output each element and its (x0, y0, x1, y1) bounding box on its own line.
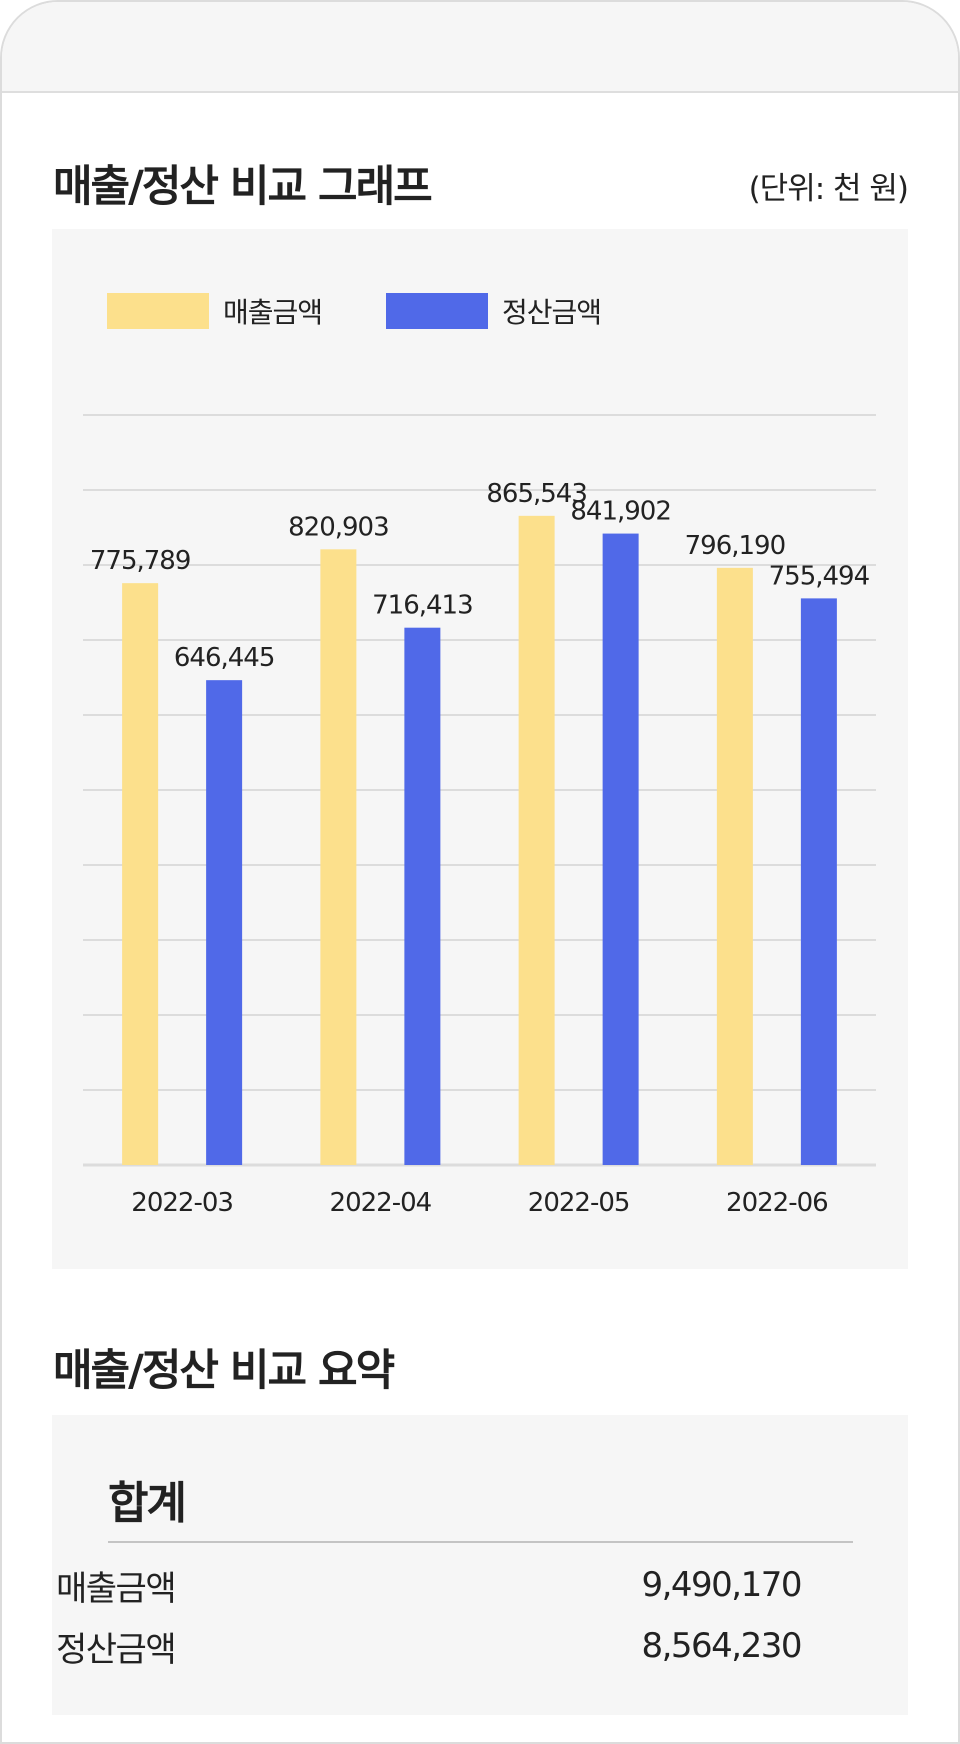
legend-label-settlement: 정산금액 (502, 296, 602, 329)
data-label-settlement: 841,902 (570, 497, 671, 527)
x-tick-label: 2022-06 (726, 1188, 828, 1218)
bar-settlement-2022-03 (206, 680, 243, 1165)
bar-chart: 775,789 646,445 2022-03 820,903 716,413 2022-… (83, 414, 876, 1218)
unit-label: (단위: 천 원) (748, 171, 909, 207)
legend-item-settlement: 정산금액 (386, 293, 602, 329)
summary-value-settlement: 8,564,230 (641, 1626, 802, 1666)
device-top-bar (2, 2, 958, 93)
x-tick-label: 2022-05 (528, 1188, 630, 1218)
bar-settlement-2022-05 (602, 533, 639, 1165)
data-label-sales: 775,789 (90, 546, 191, 576)
data-label-sales: 820,903 (288, 512, 389, 542)
bar-sales-2022-05 (518, 515, 555, 1165)
chart-section-title: 매출/정산 비교 그래프 (53, 162, 433, 212)
data-label-sales: 865,543 (486, 479, 587, 509)
summary-heading: 합계 (108, 1478, 187, 1529)
x-tick-label: 2022-04 (330, 1188, 432, 1218)
summary-panel: 합계 (52, 1415, 908, 1715)
x-tick-label: 2022-03 (131, 1188, 233, 1218)
summary-row-settlement: 정산금액 8,564,230 (56, 1624, 802, 1670)
bar-sales-2022-03 (122, 583, 159, 1165)
legend-item-sales: 매출금액 (107, 293, 323, 329)
bar-sales-2022-06 (716, 567, 753, 1165)
summary-section-title: 매출/정산 비교 요약 (53, 1346, 395, 1396)
data-label-settlement: 755,494 (769, 561, 870, 591)
bar-sales-2022-04 (320, 549, 357, 1165)
summary-divider (108, 1541, 853, 1543)
bar-settlement-2022-06 (800, 598, 837, 1165)
bar-settlement-2022-04 (404, 627, 441, 1165)
legend-label-sales: 매출금액 (223, 296, 323, 329)
legend-swatch-settlement (386, 293, 488, 329)
data-label-sales: 796,190 (685, 531, 786, 561)
chart-panel: 매출금액 정산금액 775,789 646,445 2022-03 820,903 71… (52, 229, 908, 1269)
summary-label-sales: 매출금액 (56, 1568, 177, 1609)
legend-swatch-sales (107, 293, 209, 329)
summary-row-sales: 매출금액 9,490,170 (56, 1563, 802, 1609)
summary-value-sales: 9,490,170 (641, 1565, 802, 1605)
summary-label-settlement: 정산금액 (56, 1629, 177, 1670)
data-label-settlement: 716,413 (372, 591, 473, 621)
data-label-settlement: 646,445 (174, 643, 275, 673)
